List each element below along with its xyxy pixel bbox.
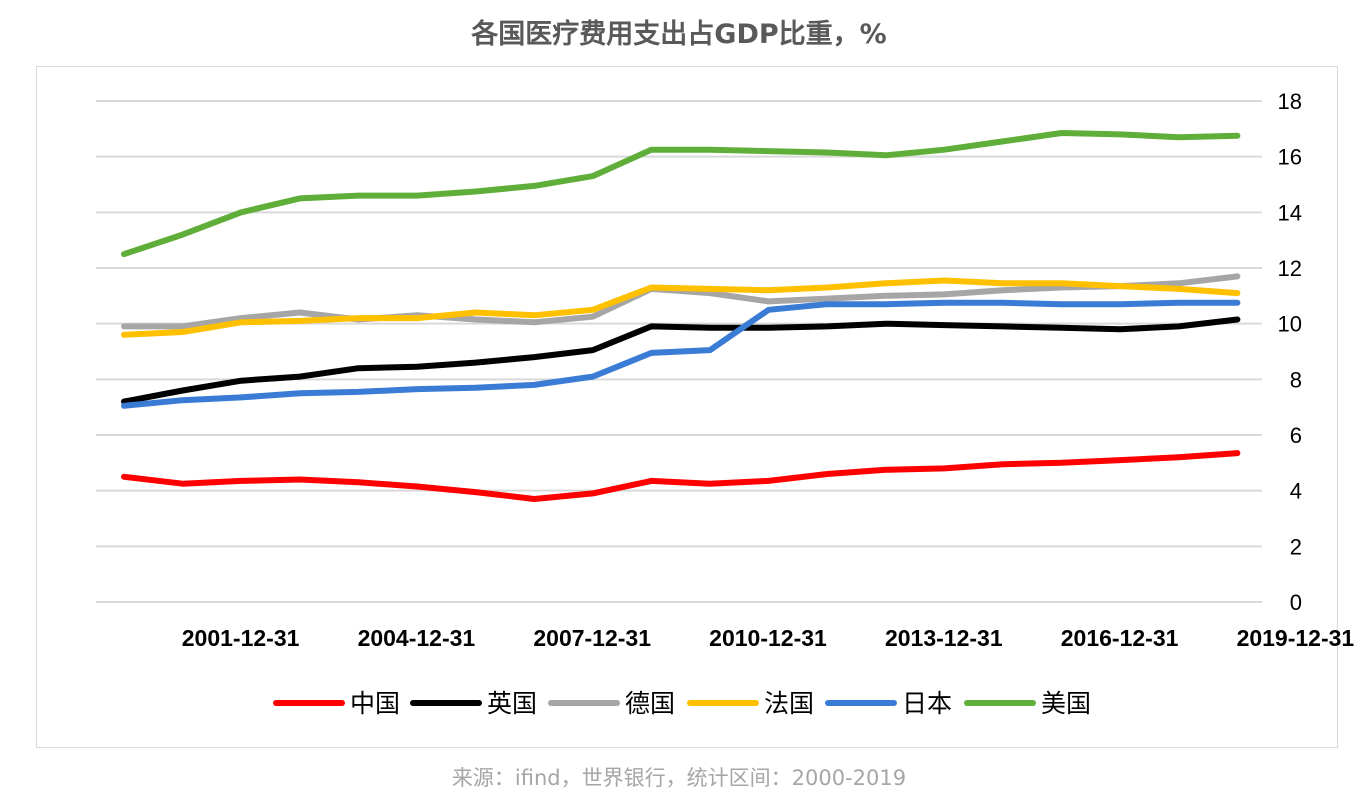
y-tick-label: 6	[1290, 423, 1302, 448]
source-note: 来源：ifind，世界银行，统计区间：2000-2019	[451, 766, 907, 790]
chart-title: 各国医疗费用支出占GDP比重，%	[471, 19, 887, 50]
legend-label: 法国	[764, 689, 814, 718]
legend-label: 日本	[902, 689, 952, 718]
series-line	[121, 130, 1241, 258]
legend-label: 美国	[1041, 689, 1091, 718]
x-tick-label: 2007-12-31	[533, 625, 651, 651]
legend-label: 英国	[487, 689, 537, 718]
series-line	[121, 277, 1241, 338]
x-tick-label: 2004-12-31	[358, 625, 476, 651]
x-tick-label: 2001-12-31	[182, 625, 300, 651]
y-tick-label: 0	[1290, 590, 1302, 615]
series-line	[121, 316, 1241, 405]
y-tick-label: 8	[1290, 367, 1302, 392]
y-tick-label: 18	[1278, 89, 1302, 114]
y-tick-label: 12	[1278, 256, 1302, 281]
legend-label: 德国	[625, 689, 675, 718]
y-tick-label: 2	[1290, 534, 1302, 559]
series-line	[121, 299, 1241, 409]
x-tick-label: 2013-12-31	[885, 625, 1003, 651]
y-tick-label: 16	[1278, 145, 1302, 170]
line-chart: 0 2 4 6 8 10 12 14 16 18 2001-12-31 2004-12-31 2007-…	[96, 89, 1355, 718]
y-tick-label: 4	[1290, 479, 1302, 504]
legend-label: 中国	[350, 689, 400, 718]
chart-frame	[36, 66, 1338, 748]
x-tick-label: 2019-12-31	[1237, 625, 1355, 651]
y-tick-label: 14	[1278, 200, 1302, 225]
y-tick-label: 10	[1278, 312, 1302, 337]
x-tick-label: 2010-12-31	[709, 625, 827, 651]
x-tick-label: 2016-12-31	[1061, 625, 1179, 651]
series-line	[121, 450, 1241, 502]
